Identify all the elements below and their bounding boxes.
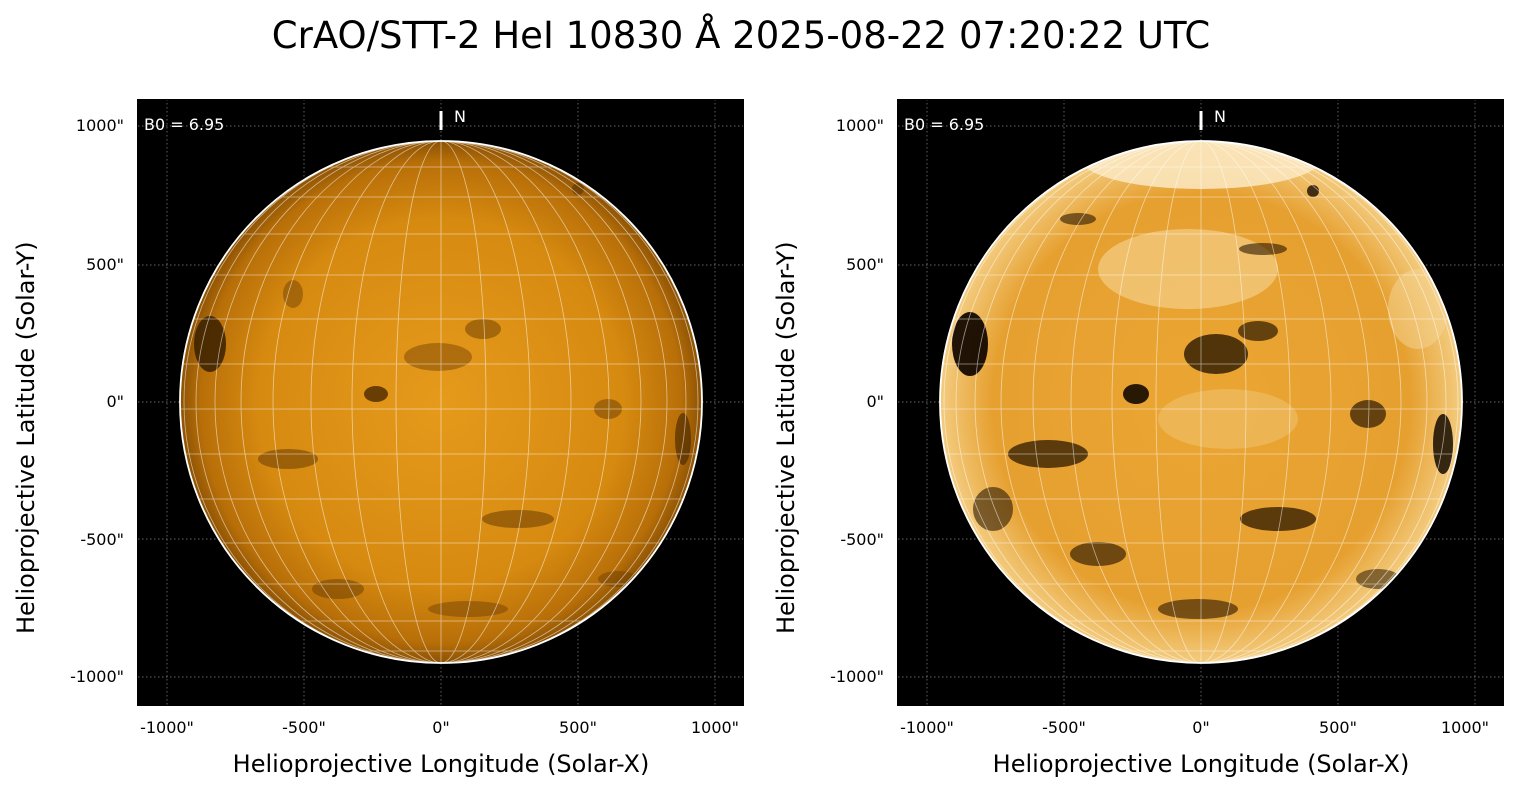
limb-circle xyxy=(179,140,703,664)
heliographic-grid xyxy=(180,141,702,663)
north-label: N xyxy=(454,107,466,126)
y-tick-label: 0" xyxy=(866,392,884,411)
x-axis-label: Helioprojective Longitude (Solar-X) xyxy=(232,750,650,778)
y-tick-label: 1000" xyxy=(75,116,124,135)
x-tick-label: 500" xyxy=(559,718,597,737)
solar-image-panel-right: B0 = 6.95 N xyxy=(898,99,1504,705)
b0-label: B0 = 6.95 xyxy=(144,115,225,134)
solar-image-panel-left: B0 = 6.95 N xyxy=(138,99,744,705)
north-label: N xyxy=(1214,107,1226,126)
x-tick-label: 1000" xyxy=(1440,718,1490,737)
y-tick-label: 1000" xyxy=(835,116,884,135)
x-tick-label: 0" xyxy=(1192,718,1210,737)
y-tick-label: -500" xyxy=(840,530,884,549)
y-axis-label: Helioprojective Latitude (Solar-Y) xyxy=(772,241,800,634)
y-tick-label: -500" xyxy=(80,530,124,549)
x-tick-label: -1000" xyxy=(140,718,194,737)
dark-filaments xyxy=(952,185,1453,619)
b0-label: B0 = 6.95 xyxy=(904,115,985,134)
x-tick-label: -500" xyxy=(282,718,326,737)
x-tick-label: 0" xyxy=(432,718,450,737)
x-tick-label: -1000" xyxy=(900,718,954,737)
solar-disk-image-right xyxy=(898,99,1504,705)
y-tick-label: 500" xyxy=(846,255,884,274)
solar-disk-image-left xyxy=(138,99,744,705)
x-tick-label: 500" xyxy=(1319,718,1357,737)
y-tick-label: -1000" xyxy=(70,667,124,686)
heliographic-grid xyxy=(940,141,1462,663)
y-tick-label: 500" xyxy=(86,255,124,274)
x-axis-label: Helioprojective Longitude (Solar-X) xyxy=(992,750,1410,778)
figure-title: CrAO/STT-2 HeI 10830 Å 2025-08-22 07:20:… xyxy=(271,14,1211,57)
x-tick-label: -500" xyxy=(1042,718,1086,737)
y-tick-label: 0" xyxy=(106,392,124,411)
y-tick-label: -1000" xyxy=(830,667,884,686)
x-tick-label: 1000" xyxy=(690,718,740,737)
limb-circle xyxy=(939,140,1463,664)
y-axis-label: Helioprojective Latitude (Solar-Y) xyxy=(12,241,40,634)
